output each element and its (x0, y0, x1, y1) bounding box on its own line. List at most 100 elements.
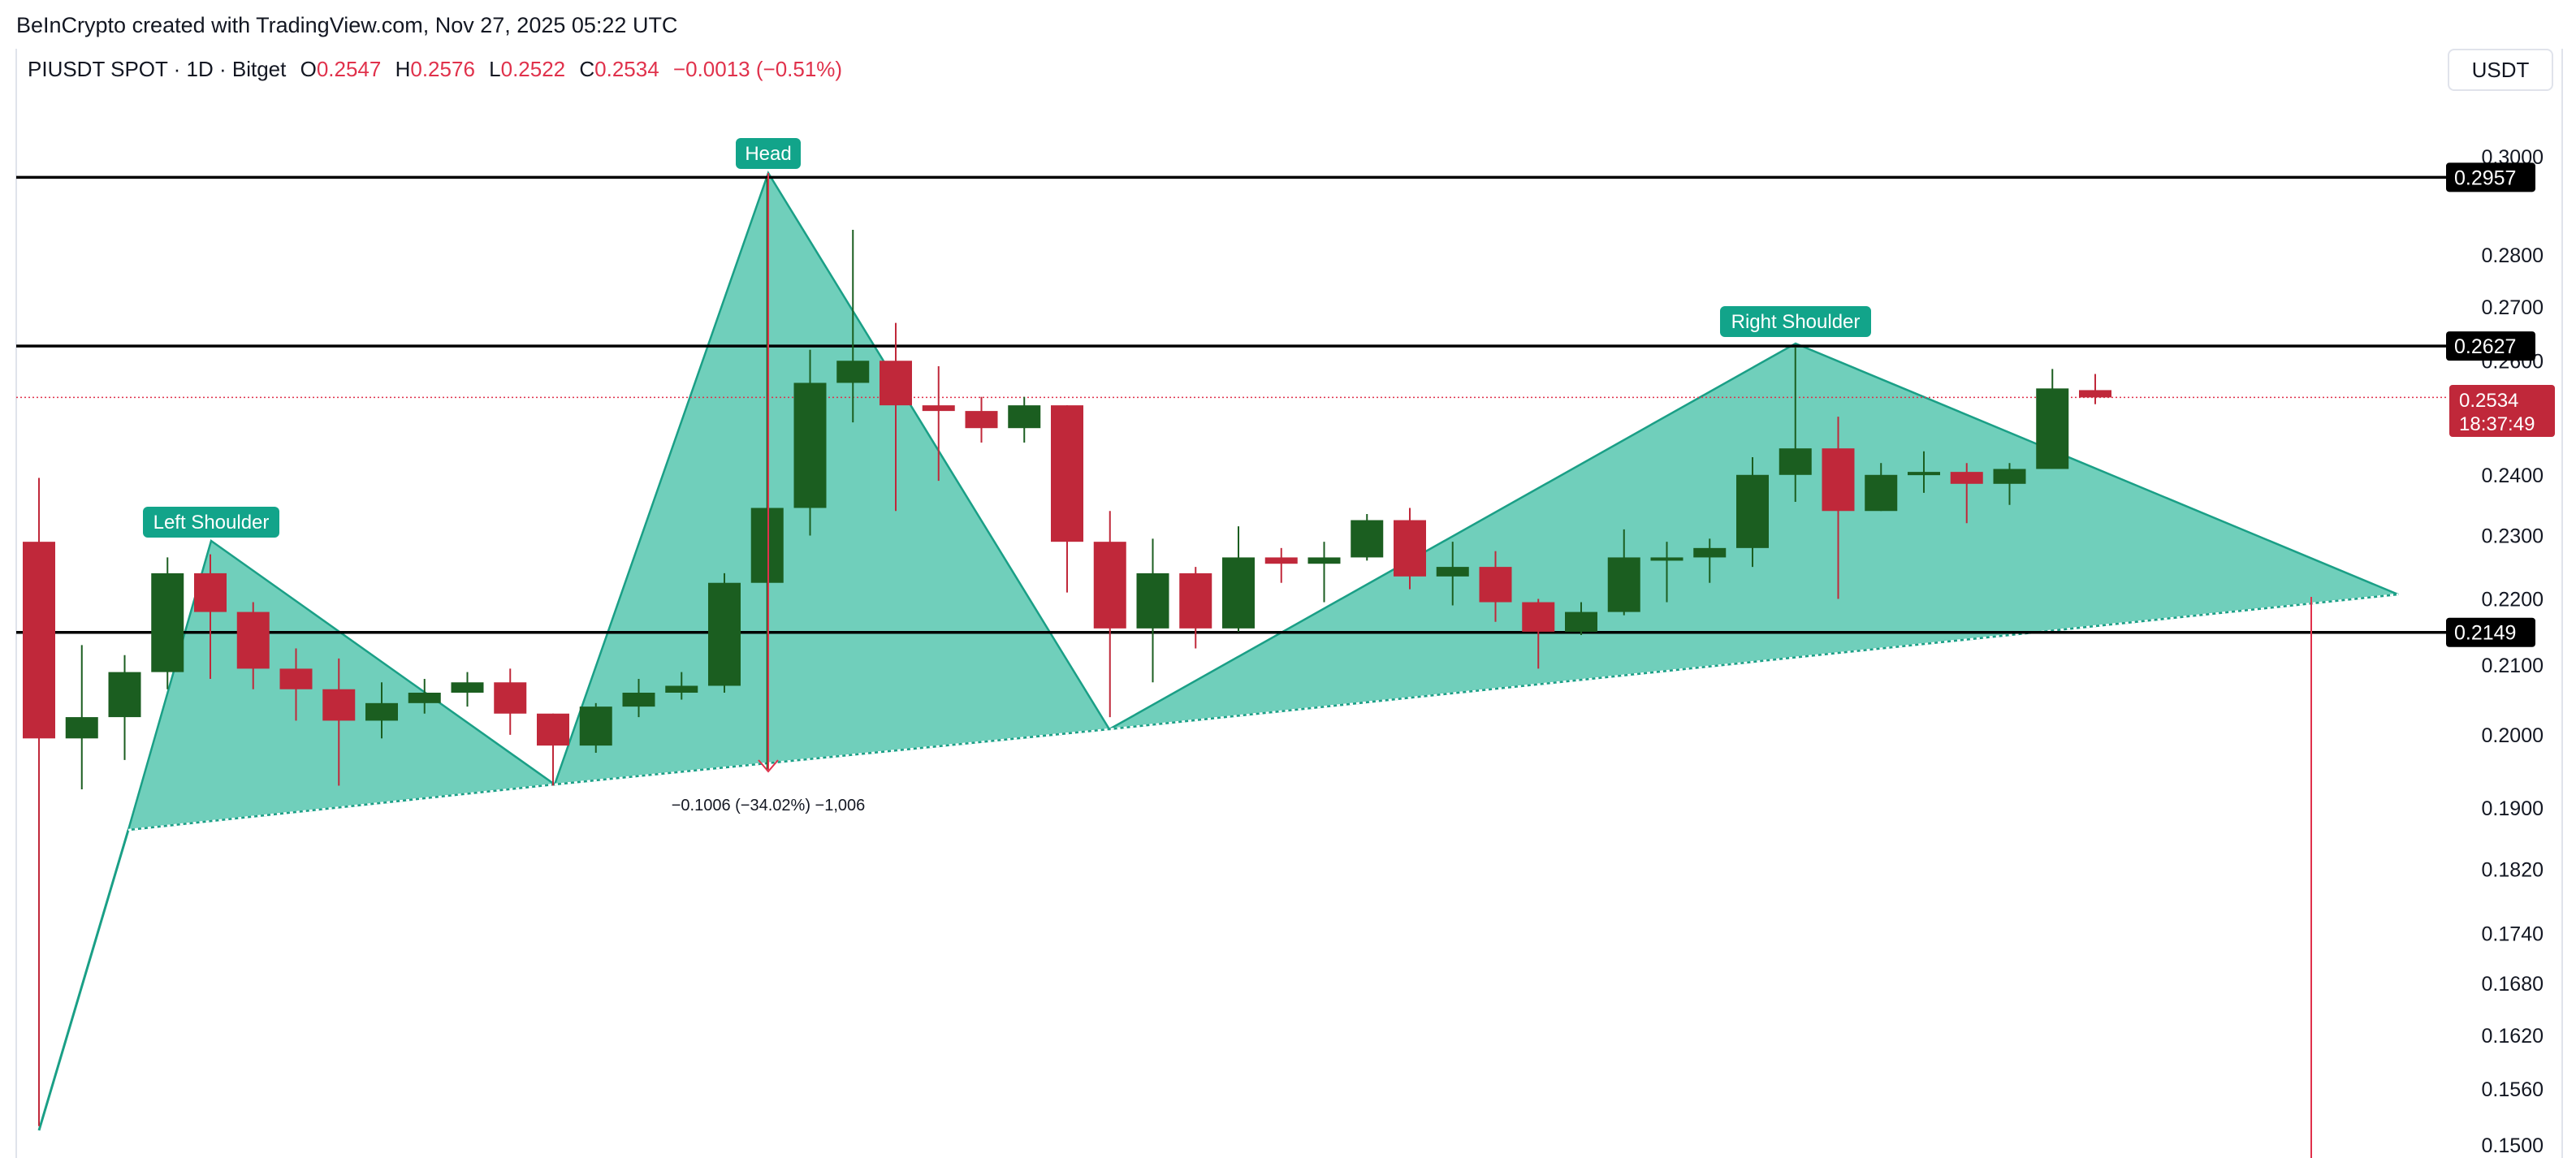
current-price-badge-price: 0.2534 (2459, 390, 2518, 412)
candle-body (365, 702, 398, 721)
candle-body (1436, 567, 1469, 577)
candle-body (1650, 557, 1683, 561)
candle-body (1779, 448, 1812, 475)
level-price-badge-text: 0.2627 (2454, 335, 2516, 358)
left-shoulder-label: Left Shoulder (143, 507, 279, 538)
bearish-candle (236, 602, 270, 689)
bearish-candle (494, 668, 527, 735)
symbol-info-bar: PIUSDT SPOT · 1D · Bitget O0.2547 H0.257… (28, 57, 842, 82)
candle-body (108, 672, 141, 718)
candle-body (922, 405, 955, 412)
bearish-candle (1051, 405, 1083, 593)
currency-selector-button[interactable]: USDT (2448, 49, 2553, 91)
level-price-badge: 0.2957 (2446, 162, 2535, 192)
bullish-candle (1222, 526, 1255, 632)
candle-body (2036, 388, 2069, 469)
close-value: 0.2534 (594, 57, 659, 81)
candle-body (1607, 557, 1640, 612)
chart-grid (15, 49, 2563, 1158)
bullish-candle (1993, 463, 2026, 505)
bearish-candle (279, 648, 313, 721)
candle-body (1093, 542, 1126, 629)
y-axis-tick-label: 0.1680 (2482, 973, 2544, 996)
y-axis-tick-label: 0.2100 (2482, 655, 2544, 677)
candle-body (65, 717, 98, 739)
bullish-candle (836, 230, 870, 423)
bearish-candle (23, 477, 55, 1126)
candle-body (1051, 405, 1083, 542)
bearish-candle (537, 713, 569, 786)
left-shoulder-triangle (127, 538, 558, 832)
candle-body (1865, 474, 1898, 512)
low-label: L (489, 57, 501, 81)
candle-body (1993, 469, 2026, 484)
right-shoulder-label-bg (1720, 306, 1871, 337)
level-price-badge-text: 0.2957 (2454, 166, 2516, 189)
candle-body (708, 582, 741, 686)
bullish-candle (1865, 463, 1898, 512)
y-axis-tick-label: 0.1740 (2482, 923, 2544, 945)
candle-body (880, 361, 912, 406)
price-range-measurement: −0.1006 (−34.02%) −1,006 (672, 173, 865, 814)
candle-body (1736, 474, 1769, 548)
bullish-candle (1307, 542, 1341, 603)
price-axis[interactable]: 0.30000.28000.27000.26000.24000.23000.22… (2482, 146, 2544, 1157)
candle-body (1307, 557, 1341, 564)
head-and-shoulders-pattern (37, 171, 2399, 1131)
candle-body (408, 693, 441, 703)
y-axis-tick-label: 0.2400 (2482, 464, 2544, 487)
bullish-candle (708, 573, 741, 694)
candle-body (1565, 611, 1597, 632)
level-price-badge-text: 0.2149 (2454, 622, 2516, 645)
bearish-candle (2079, 374, 2111, 404)
candlestick-series (23, 178, 2111, 1126)
bearish-candle (322, 658, 356, 786)
candle-body (1222, 557, 1255, 629)
bullish-candle (579, 702, 612, 753)
candle-body (793, 382, 827, 508)
y-axis-tick-label: 0.2700 (2482, 296, 2544, 319)
bullish-candle (1650, 542, 1683, 603)
head-label: Head (736, 138, 801, 169)
candle-body (1693, 547, 1727, 558)
bullish-candle (1436, 542, 1469, 606)
chart-credit: BeInCrypto created with TradingView.com,… (16, 13, 678, 37)
bearish-candle (880, 322, 912, 512)
bullish-candle (1607, 529, 1640, 616)
candle-body (1264, 557, 1298, 564)
level-price-badge-bg (2446, 331, 2535, 361)
bearish-candle (1394, 508, 1426, 590)
bullish-candle (151, 557, 184, 689)
candle-body (1908, 472, 1940, 476)
open-value: 0.2547 (316, 57, 382, 81)
bullish-candle (1693, 538, 1727, 583)
level-price-badge: 0.2627 (2446, 331, 2535, 361)
right-shoulder-label-text: Right Shoulder (1731, 311, 1861, 333)
bullish-candle (622, 679, 655, 718)
level-price-badge: 0.2149 (2446, 617, 2535, 647)
candle-body (236, 611, 270, 669)
bullish-candle (750, 178, 784, 771)
head-label-bg (736, 138, 801, 169)
symbol-title[interactable]: PIUSDT SPOT · 1D · Bitget (28, 57, 287, 81)
candle-body (23, 542, 55, 739)
bullish-candle (1736, 456, 1769, 568)
open-label: O (300, 57, 317, 81)
bullish-candle (1136, 538, 1169, 683)
candle-body (1351, 520, 1384, 558)
bullish-candle (2036, 369, 2069, 469)
y-axis-tick-label: 0.1500 (2482, 1134, 2544, 1157)
bullish-candle (65, 645, 98, 790)
candle-body (279, 668, 313, 689)
candle-body (151, 573, 184, 672)
candle-body (1822, 448, 1855, 512)
y-axis-tick-label: 0.1620 (2482, 1025, 2544, 1048)
candle-body (1479, 567, 1512, 603)
candle-body (1394, 520, 1426, 577)
y-axis-tick-label: 0.2300 (2482, 525, 2544, 548)
y-axis-tick-label: 0.1900 (2482, 797, 2544, 820)
pattern-labels: Left Shoulder Head Right Shoulder (143, 138, 1871, 538)
candle-body (622, 693, 655, 707)
change-value: −0.0013 (−0.51%) (672, 57, 843, 81)
